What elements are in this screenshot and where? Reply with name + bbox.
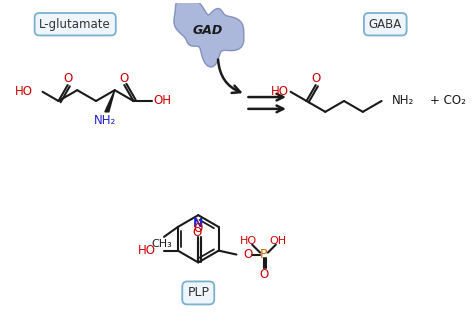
- Text: PLP: PLP: [187, 286, 209, 300]
- Text: HO: HO: [271, 85, 289, 98]
- Text: + CO₂: + CO₂: [429, 95, 465, 108]
- Text: HO: HO: [15, 85, 33, 98]
- Text: HO: HO: [240, 236, 257, 246]
- Text: O: O: [244, 248, 253, 261]
- Text: CH₃: CH₃: [152, 239, 173, 249]
- Text: O: O: [193, 222, 203, 235]
- Text: O: O: [259, 268, 269, 281]
- Text: O: O: [119, 72, 129, 85]
- Text: NH₂: NH₂: [392, 95, 414, 108]
- Text: NH₂: NH₂: [94, 114, 116, 127]
- Polygon shape: [105, 90, 115, 112]
- Text: N: N: [193, 216, 203, 230]
- Text: O: O: [63, 72, 73, 85]
- Text: GAD: GAD: [193, 24, 223, 37]
- Text: OH: OH: [269, 236, 286, 246]
- Text: O: O: [311, 72, 320, 85]
- Text: HO: HO: [138, 244, 156, 257]
- Text: L-glutamate: L-glutamate: [39, 18, 111, 31]
- Text: GABA: GABA: [369, 18, 402, 31]
- Polygon shape: [174, 0, 244, 67]
- Text: OH: OH: [154, 95, 172, 108]
- Text: P: P: [260, 248, 268, 261]
- Text: O: O: [192, 226, 202, 239]
